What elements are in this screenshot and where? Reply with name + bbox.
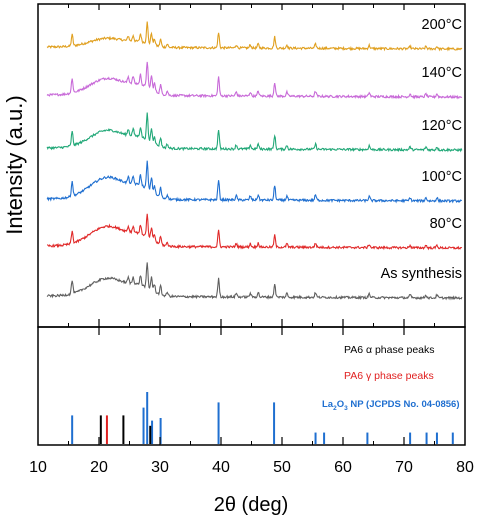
curve-label-2: 120°C <box>422 118 462 134</box>
curve-label-4: 80°C <box>430 216 462 232</box>
curve-100-c <box>46 160 462 204</box>
x-tick-label-30: 30 <box>151 459 169 476</box>
y-axis-title: Intensity (a.u.) <box>2 95 27 234</box>
curve-140-c <box>46 61 463 100</box>
curve-as-synthesis <box>46 262 463 301</box>
curve-200-c <box>46 21 463 52</box>
diffraction-curves <box>46 21 463 301</box>
curve-120-c <box>46 112 463 153</box>
x-tick-label-70: 70 <box>395 459 413 476</box>
curve-labels: 200°C 140°C 120°C 100°C 80°C As synthesis <box>381 17 462 282</box>
curve-label-1: 140°C <box>422 65 462 81</box>
x-tick-label-60: 60 <box>334 459 352 476</box>
x-axis-ticks: 10 20 30 40 50 60 70 80 <box>29 4 474 476</box>
gamma-legend-label: PA6 γ phase peaks <box>344 370 434 382</box>
x-tick-label-20: 20 <box>90 459 108 476</box>
x-tick-label-10: 10 <box>29 459 47 476</box>
curve-label-3: 100°C <box>422 169 462 185</box>
alpha-legend-label: PA6 α phase peaks <box>344 344 435 356</box>
reference-lines <box>71 392 454 444</box>
la2o3-legend-label: La2O3 NP (JCPDS No. 04-0856) <box>322 399 460 412</box>
x-axis-title: 2θ (deg) <box>214 494 289 516</box>
x-tick-label-80: 80 <box>456 459 474 476</box>
x-tick-label-50: 50 <box>273 459 291 476</box>
curve-label-0: 200°C <box>422 17 462 33</box>
curve-label-5: As synthesis <box>381 266 462 282</box>
x-tick-label-40: 40 <box>212 459 230 476</box>
curve-80-c <box>47 213 463 251</box>
